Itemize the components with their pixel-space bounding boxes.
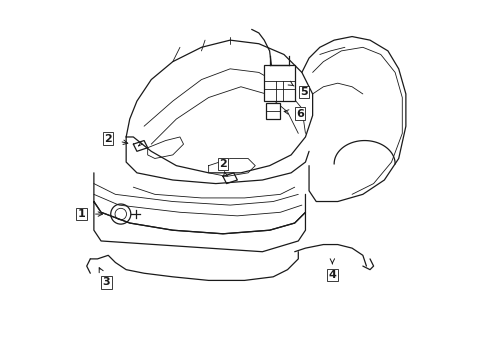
Text: 2: 2 (104, 134, 112, 144)
Text: 1: 1 (77, 209, 85, 219)
Bar (264, 65, 294, 101)
Text: 2: 2 (219, 159, 226, 169)
Bar (265, 103, 280, 119)
Text: 6: 6 (296, 109, 304, 119)
Text: 3: 3 (102, 277, 110, 287)
Text: 5: 5 (299, 87, 307, 97)
Text: 4: 4 (328, 270, 336, 280)
